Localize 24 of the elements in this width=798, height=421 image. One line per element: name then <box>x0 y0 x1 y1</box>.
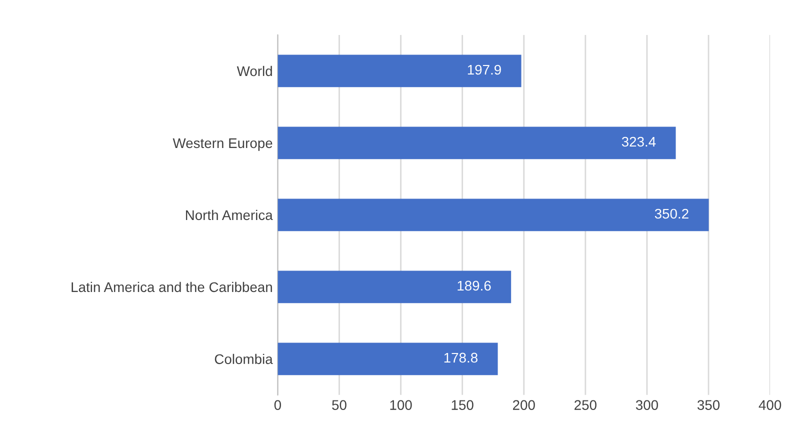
x-tick-label: 100 <box>390 400 412 410</box>
y-tick-label: World <box>236 66 272 76</box>
data-label: 323.4 <box>622 136 656 147</box>
data-label: 178.8 <box>444 352 478 363</box>
y-tick-label: Western Europe <box>172 138 272 151</box>
y-tick-label: North America <box>186 210 273 220</box>
x-tick-label: 150 <box>452 400 474 410</box>
data-label: 350.2 <box>654 208 688 219</box>
x-tick-label: 300 <box>636 400 658 410</box>
x-tick-label: 250 <box>574 400 596 410</box>
x-tick-label: 400 <box>758 400 782 410</box>
y-tick-label: Colombia <box>214 354 273 364</box>
bar <box>278 270 512 304</box>
bar <box>278 198 709 232</box>
x-tick-label: 350 <box>697 400 720 410</box>
bar <box>278 126 676 160</box>
data-label: 197.9 <box>468 64 501 75</box>
bar <box>278 342 498 376</box>
data-label: 189.6 <box>458 280 491 291</box>
x-tick-label: 50 <box>332 400 346 410</box>
x-tick-label: 0 <box>274 400 282 410</box>
x-tick-label: 200 <box>513 400 535 410</box>
y-tick-label: Latin America and the Caribbean <box>72 282 272 292</box>
bar <box>278 54 522 88</box>
